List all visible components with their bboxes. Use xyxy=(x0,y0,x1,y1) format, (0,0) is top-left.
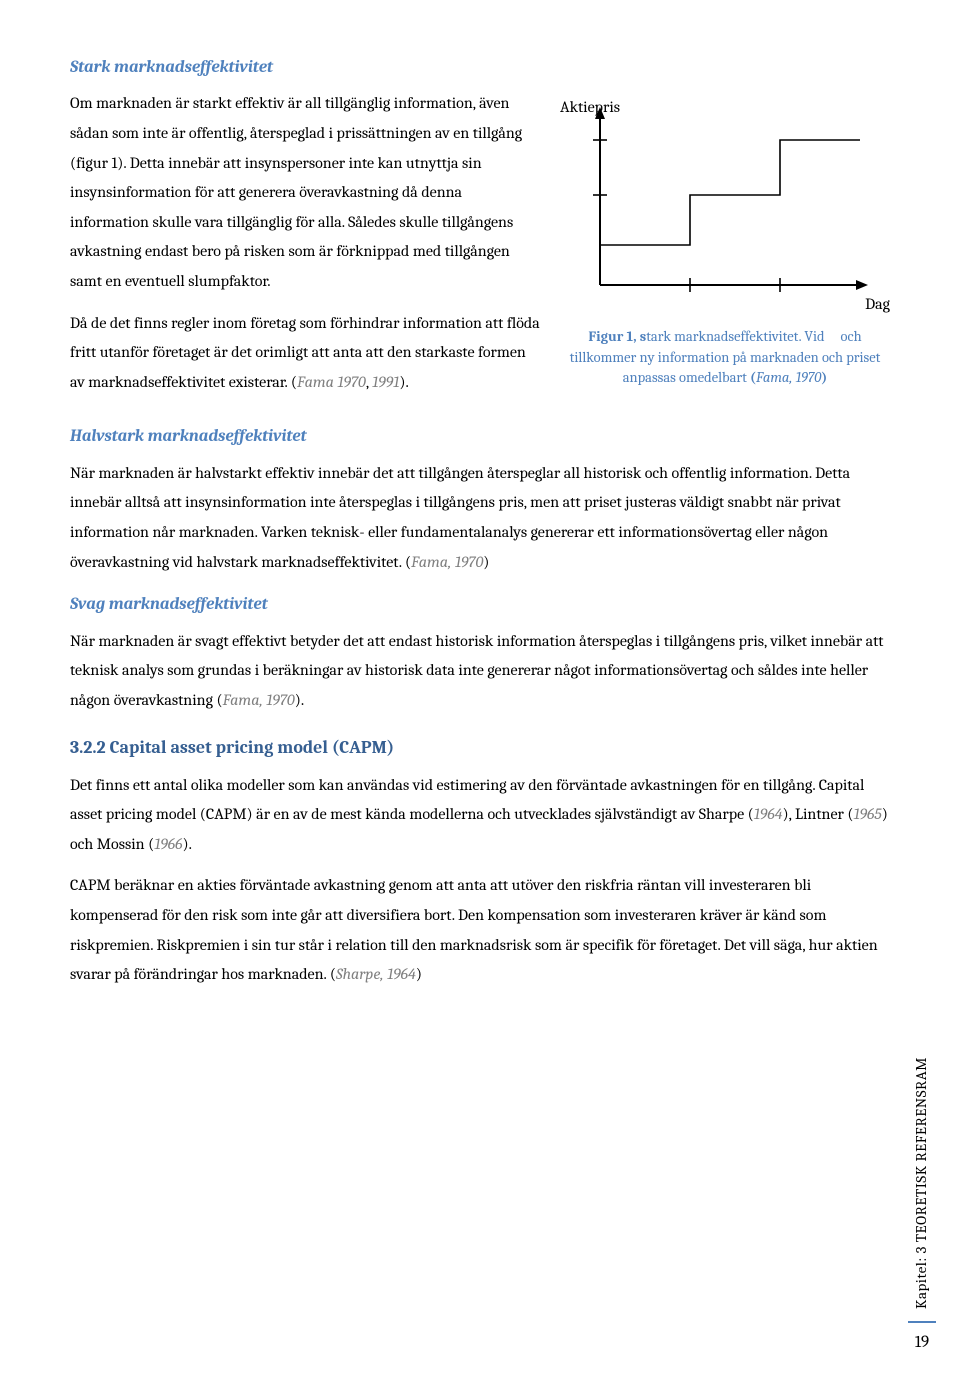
figure-chart-area: Aktiepris Dag xyxy=(560,95,890,325)
figure-1: Aktiepris Dag Figur 1, stark marknadse xyxy=(560,95,890,388)
capm-paragraph-1: Det finns ett antal olika modeller som k… xyxy=(70,771,890,860)
semi-paragraph: När marknaden är halvstarkt effektiv inn… xyxy=(70,459,890,577)
ref-fama-1970-c: Fama, 1970 xyxy=(223,691,295,709)
chapter-label: Kapitel: 3 TEORETISK REFERENSRAM xyxy=(908,1057,936,1309)
caption-och: och xyxy=(841,328,862,345)
y-axis-label: Aktiepris xyxy=(560,93,620,123)
caption-ref-year: , 1970 xyxy=(789,369,821,386)
x-axis-label: Dag xyxy=(865,290,890,320)
ref-1965: 1965 xyxy=(854,805,882,823)
ref-fama-1970-a: Fama 1970 xyxy=(297,373,366,391)
caption-body1: tark marknadseffektivitet. Vid xyxy=(646,328,824,345)
caption-ref: Fama xyxy=(756,369,789,386)
caption-ref-close: ) xyxy=(821,369,827,386)
capm-p1-text: Det finns ett antal olika modeller som k… xyxy=(70,776,864,824)
ref-1966: 1966 xyxy=(154,835,182,853)
heading-strong: Stark marknadseffektivitet xyxy=(70,52,890,83)
weak-text: När marknaden är svagt effektivt betyder… xyxy=(70,632,884,709)
heading-capm: 3.2.2 Capital asset pricing model (CAPM) xyxy=(70,731,890,764)
strong-section: Aktiepris Dag Figur 1, stark marknadse xyxy=(70,89,890,409)
caption-lead: Figur 1, s xyxy=(588,328,646,345)
weak-paragraph: När marknaden är svagt effektivt betyder… xyxy=(70,627,890,716)
figure-caption: Figur 1, stark marknadseffektivitet. Vid… xyxy=(560,327,890,388)
ref-fama-1970-b: Fama, 1970 xyxy=(411,553,483,571)
semi-end: ) xyxy=(483,553,489,571)
capm-p1-end: ). xyxy=(182,835,191,853)
page-number: 19 xyxy=(908,1321,936,1358)
page-sidebar: Kapitel: 3 TEORETISK REFERENSRAM 19 xyxy=(908,1057,936,1358)
capm-p1-m1: ), Lintner ( xyxy=(783,805,854,823)
weak-end: ). xyxy=(295,691,304,709)
ref-1964: 1964 xyxy=(754,805,783,823)
ref-1991: 1991 xyxy=(372,373,399,391)
strong-p2-end: ). xyxy=(399,373,408,391)
capm-p2-end: ) xyxy=(416,965,422,983)
step-chart-svg xyxy=(560,95,890,305)
capm-paragraph-2: CAPM beräknar en akties förväntade avkas… xyxy=(70,871,890,989)
heading-semi: Halvstark marknadseffektivitet xyxy=(70,421,890,452)
ref-sharpe-1964: Sharpe, 1964 xyxy=(336,965,416,983)
caption-body2: tillkommer ny information på marknaden o… xyxy=(570,349,881,386)
capm-p2-text: CAPM beräknar en akties förväntade avkas… xyxy=(70,876,878,983)
heading-weak: Svag marknadseffektivitet xyxy=(70,589,890,620)
